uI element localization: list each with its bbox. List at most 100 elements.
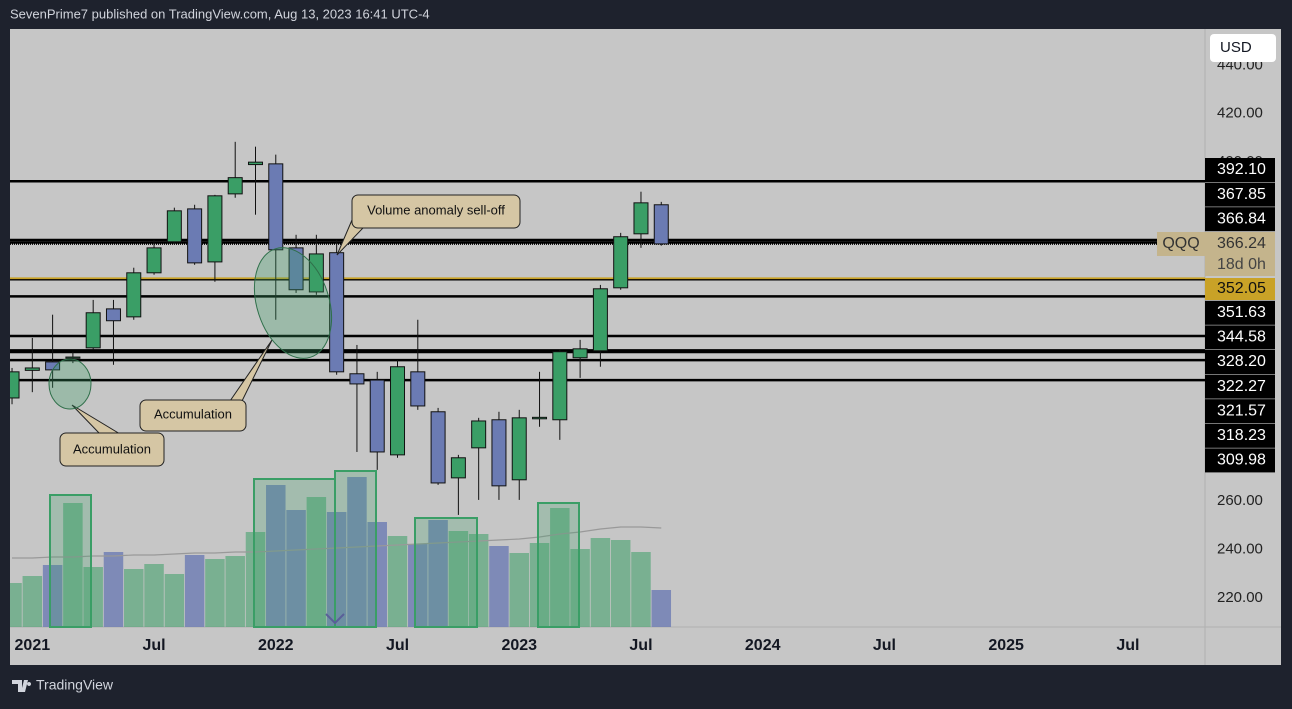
x-tick-label: 2024 [745,637,781,654]
price-label: 366.84 [1217,210,1266,227]
candle-body [390,366,406,456]
candle-body [613,236,629,289]
volume-bar [347,477,367,627]
last-price-box [1205,232,1275,276]
highlight-ellipse [253,247,333,359]
candle-body [166,210,182,243]
volume-bar [184,555,205,627]
x-tick-label: 2023 [501,637,537,654]
header: SevenPrime7 published on TradingView.com… [10,6,430,21]
volume-bar [286,510,306,627]
candle-body [410,371,426,407]
price-label-box [1205,448,1275,473]
y-tick-label: 220.00 [1217,589,1263,606]
volume-highlight [49,494,92,628]
volume-bar [164,574,185,627]
candle-body [592,288,608,352]
price-label-box [1205,423,1275,448]
volume-bar [10,583,22,627]
volume-bar [144,564,164,627]
price-label: 367.85 [1217,186,1266,203]
symbol-box [1157,232,1205,256]
candle-body [187,208,203,264]
volume-bar [103,552,124,627]
x-tick-label: Jul [629,637,652,654]
candle-body [430,411,446,484]
volume-bar [245,532,266,627]
volume-bar [387,536,408,627]
price-label: 318.23 [1217,427,1266,444]
volume-highlight [253,478,336,628]
y-tick-label: 240.00 [1217,540,1263,557]
price-label-box [1205,182,1275,207]
annotation: Volume anomaly sell-off [367,202,505,217]
volume-bar [266,485,286,627]
y-tick-label: 260.00 [1217,492,1263,509]
volume-bar [205,559,225,627]
candle-body [10,371,20,399]
footer: TradingView [12,677,114,693]
volume-bar [408,544,428,627]
y-tick-label: 420.00 [1217,105,1263,122]
footer-brand: TradingView [36,677,114,693]
candle-body [85,312,101,349]
candle-body [511,417,527,481]
volume-bar [63,503,83,627]
candle-body [308,253,324,293]
volume-bar [326,512,347,627]
volume-bar [225,556,245,627]
volume-bar [22,576,43,627]
candle-body [247,161,263,166]
volume-bar [651,590,672,627]
volume-bar [448,531,469,627]
candle-body [633,202,649,235]
arrow-marker [325,613,345,625]
candle-body [105,308,121,322]
price-label-box [1205,278,1275,300]
volume-bar [610,540,631,627]
volume-bar [631,552,651,627]
candle-body [329,252,345,373]
candle-body [227,177,243,195]
candle-body [65,356,81,359]
candle-body [369,379,385,453]
currency[interactable]: USD [1220,39,1252,56]
price-label: 328.20 [1217,353,1266,370]
volume-ma [12,526,662,559]
volume-bar [124,569,144,627]
price-label-box [1205,399,1275,424]
x-tick-label: 2022 [258,637,294,654]
currency-button[interactable] [1210,34,1276,62]
price-label: 321.57 [1217,402,1266,419]
candle-body [552,351,568,421]
annotation: Accumulation [154,406,232,421]
candle-body [349,373,365,385]
price-label-box [1205,158,1275,182]
x-tick-label: 2025 [988,637,1024,654]
volume-bar [529,543,550,627]
volume-bar [509,553,529,627]
logo [12,680,32,692]
plot [10,141,1205,627]
volume-bar [306,497,327,627]
candle-body [24,367,40,371]
price-label-box [1205,374,1275,399]
price-label-box [1205,325,1275,350]
highlight-ellipse [48,358,92,410]
annotation: Accumulation [73,441,151,456]
annotations: Volume anomaly sell-off Accumulation Acc… [48,194,580,628]
volume-bar [367,522,387,627]
last-price: 366.24 [1217,235,1266,252]
gold-price: 352.05 [1217,280,1266,297]
candle-body [572,348,588,359]
candle-body [532,416,548,420]
price-label-box [1205,207,1275,232]
candle-body [450,457,466,479]
price-label: 344.58 [1217,329,1266,346]
volume-bar [83,567,103,627]
callout [351,194,521,229]
volume-bar [550,508,570,627]
candle-body [126,272,142,318]
volume-highlight [414,517,478,628]
